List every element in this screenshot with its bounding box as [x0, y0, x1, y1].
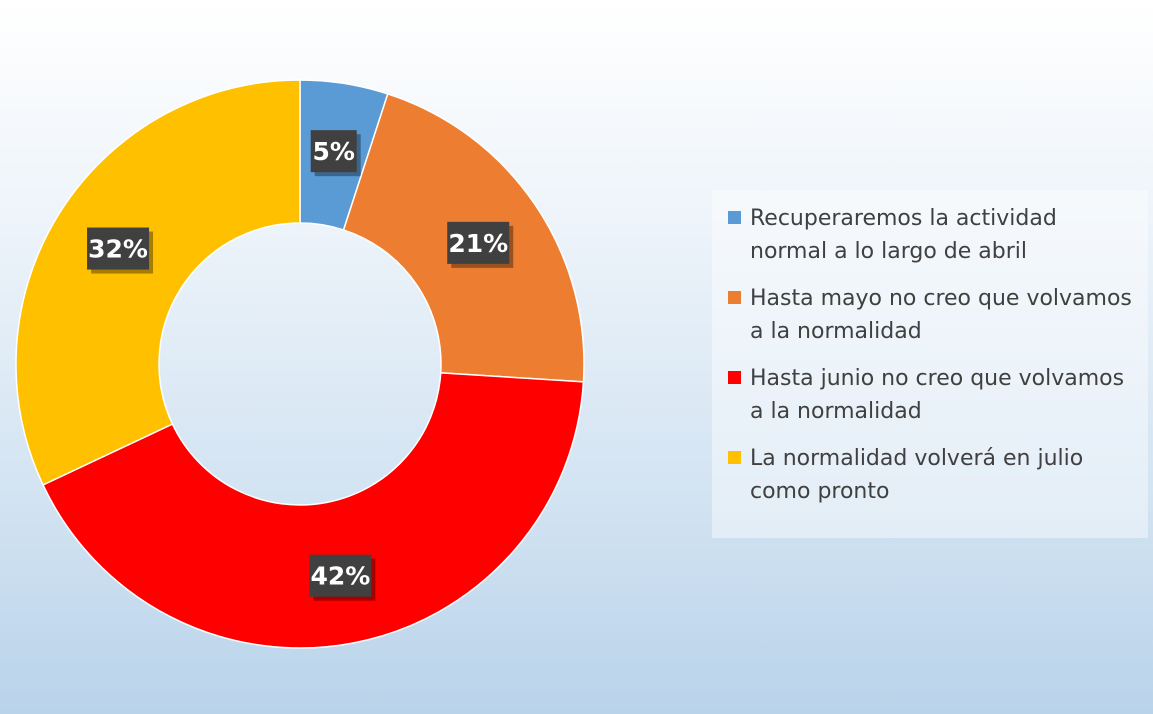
legend-label-junio: Hasta junio no creo que volvamos a la no…: [750, 366, 1125, 424]
legend-swatch-junio: [728, 371, 741, 384]
legend-swatch-abril: [728, 211, 741, 224]
data-label-junio: 42%: [309, 554, 376, 601]
data-label-julio: 32%: [87, 227, 154, 274]
svg-text:21%: 21%: [448, 229, 508, 258]
slice-julio: [15, 79, 301, 486]
legend-item-abril: Recuperaremos la actividad normal a lo l…: [728, 202, 1134, 268]
legend: Recuperaremos la actividad normal a lo l…: [712, 190, 1148, 538]
legend-item-mayo: Hasta mayo no creo que volvamos a la nor…: [728, 282, 1134, 348]
legend-label-mayo: Hasta mayo no creo que volvamos a la nor…: [750, 286, 1132, 344]
legend-swatch-julio: [728, 451, 741, 464]
svg-text:42%: 42%: [310, 562, 370, 591]
data-label-mayo: 21%: [447, 221, 514, 268]
legend-item-julio: La normalidad volverá en julio como pron…: [728, 442, 1134, 508]
slice-junio: [42, 372, 585, 649]
data-label-abril: 5%: [310, 130, 361, 177]
svg-text:32%: 32%: [88, 235, 148, 264]
svg-text:5%: 5%: [312, 137, 354, 166]
legend-item-junio: Hasta junio no creo que volvamos a la no…: [728, 362, 1134, 428]
legend-label-julio: La normalidad volverá en julio como pron…: [750, 446, 1084, 504]
legend-swatch-mayo: [728, 291, 741, 304]
legend-label-abril: Recuperaremos la actividad normal a lo l…: [750, 206, 1057, 264]
